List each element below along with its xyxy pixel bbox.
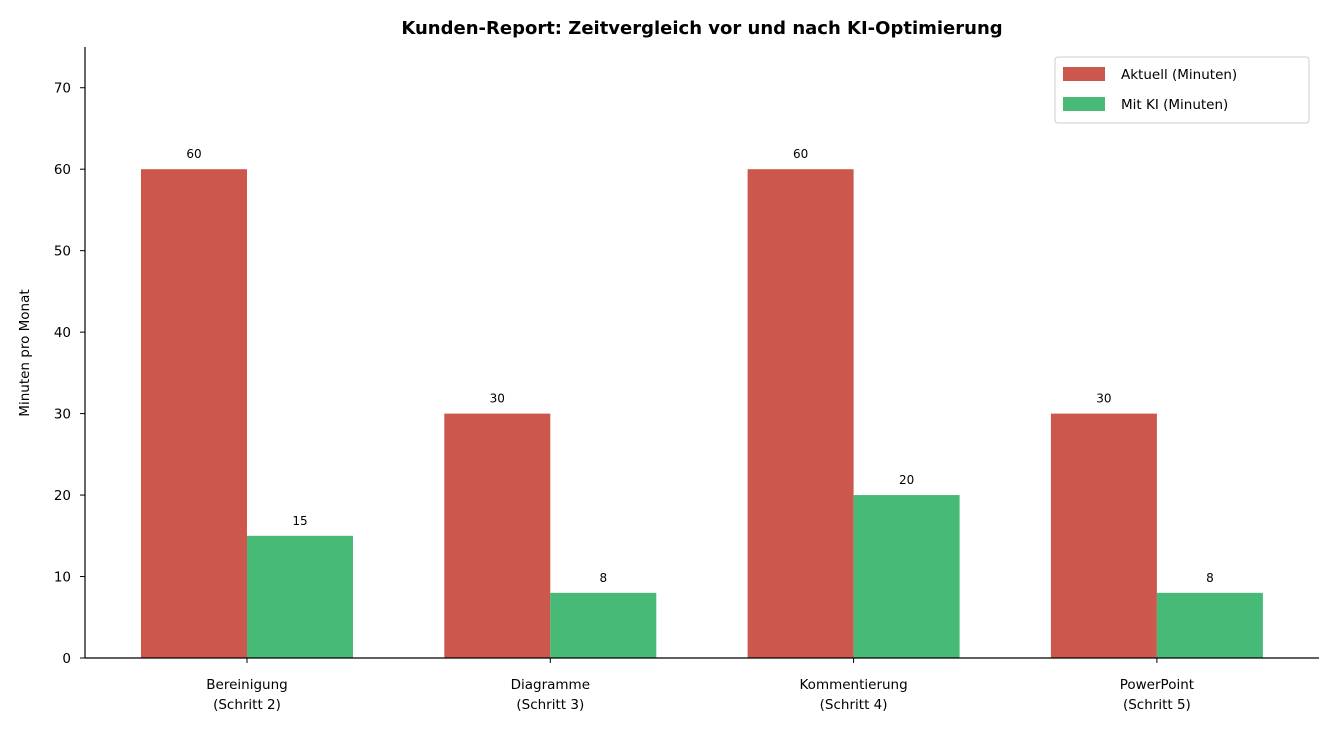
y-tick-label: 30 xyxy=(54,407,71,423)
data-label-mit-ki-4: 8 xyxy=(1206,571,1214,585)
bar-mit-ki-2 xyxy=(550,592,657,658)
bar-aktuell-3 xyxy=(747,169,854,658)
y-tick-label: 40 xyxy=(54,325,71,341)
data-label-aktuell-1: 60 xyxy=(186,147,201,161)
data-labels-group: 60 30 60 30 15 8 20 8 xyxy=(186,147,1213,585)
x-tick-label-4: PowerPoint (Schritt 5) xyxy=(1120,677,1194,713)
bar-mit-ki-3 xyxy=(853,495,960,658)
bar-mit-ki-4 xyxy=(1156,592,1263,658)
bar-aktuell-2 xyxy=(444,413,551,658)
y-axis: 0 10 20 30 40 50 60 70 xyxy=(54,47,86,667)
chart-title: Kunden-Report: Zeitvergleich vor und nac… xyxy=(401,18,1002,39)
data-label-mit-ki-2: 8 xyxy=(599,571,607,585)
x-tick-label-1: Bereinigung (Schritt 2) xyxy=(206,677,287,713)
data-label-mit-ki-3: 20 xyxy=(899,473,914,487)
bar-mit-ki-1 xyxy=(247,535,353,658)
bars-group xyxy=(141,169,1263,658)
data-label-aktuell-2: 30 xyxy=(490,392,505,406)
x-tick-label-3: Kommentierung (Schritt 4) xyxy=(800,677,908,713)
data-label-mit-ki-1: 15 xyxy=(292,514,307,528)
legend-box xyxy=(1054,56,1310,124)
legend-swatch-aktuell xyxy=(1063,67,1105,81)
data-label-aktuell-4: 30 xyxy=(1096,392,1111,406)
data-label-aktuell-3: 60 xyxy=(793,147,808,161)
y-tick-label: 20 xyxy=(54,488,71,504)
legend-swatch-mit-ki xyxy=(1063,97,1105,111)
y-tick-label: 50 xyxy=(54,244,71,260)
y-tick-label: 10 xyxy=(54,570,71,586)
x-tick-label-2: Diagramme (Schritt 3) xyxy=(511,677,590,713)
y-tick-label: 0 xyxy=(62,651,71,667)
y-tick-label: 70 xyxy=(54,81,71,97)
legend-label-mit-ki: Mit KI (Minuten) xyxy=(1121,97,1228,113)
y-tick-label: 60 xyxy=(54,162,71,178)
legend-label-aktuell: Aktuell (Minuten) xyxy=(1121,67,1237,83)
legend: Aktuell (Minuten) Mit KI (Minuten) xyxy=(1054,56,1310,124)
bar-aktuell-1 xyxy=(141,169,247,658)
bar-aktuell-4 xyxy=(1050,413,1157,658)
y-axis-label: Minuten pro Monat xyxy=(17,289,33,416)
x-axis: Bereinigung (Schritt 2) Diagramme (Schritt … xyxy=(85,657,1319,713)
